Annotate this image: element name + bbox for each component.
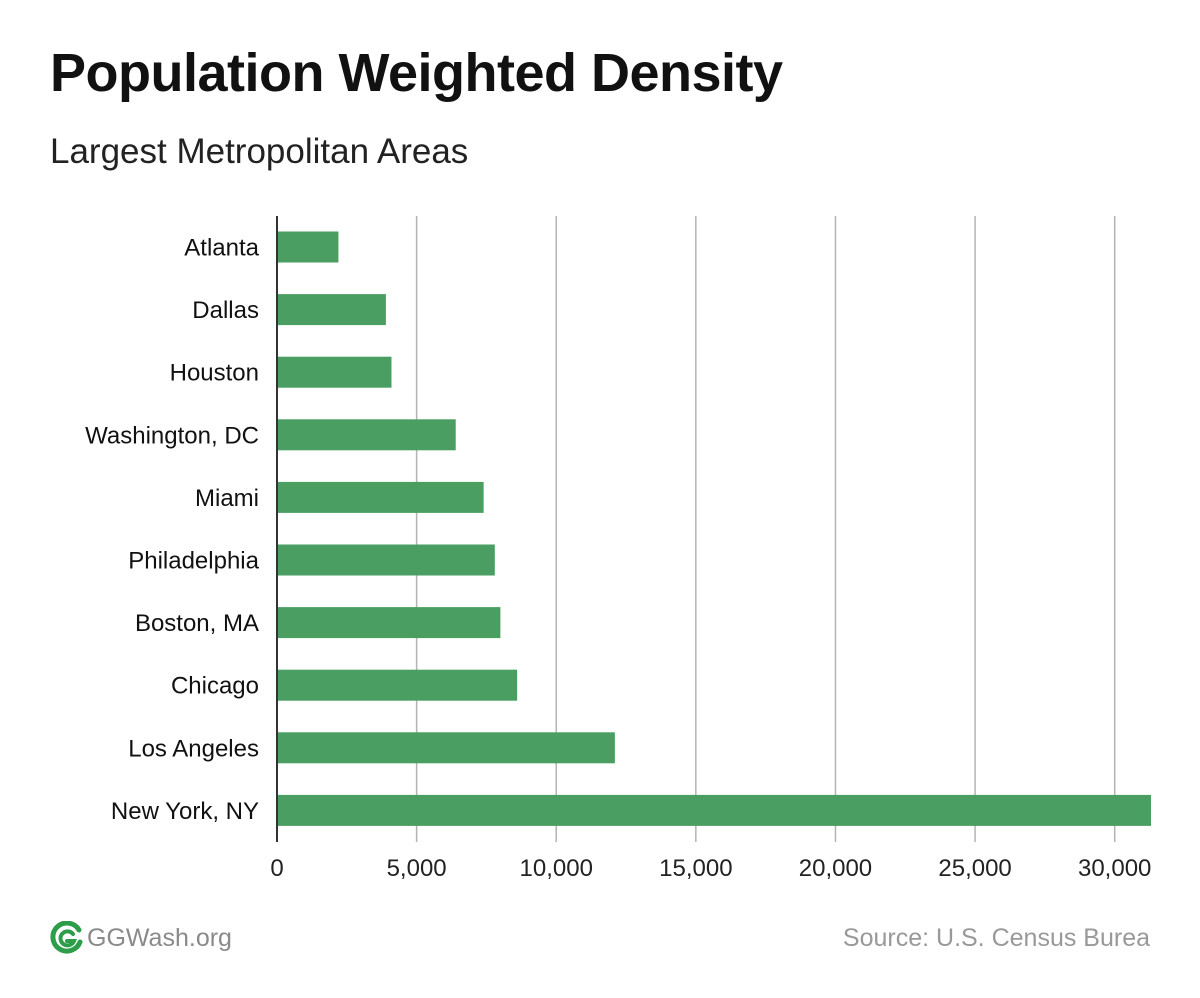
bar	[277, 607, 501, 639]
category-label: Atlanta	[184, 235, 259, 262]
x-tick-label: 5,000	[387, 855, 447, 882]
category-label: Los Angeles	[128, 735, 259, 762]
bar	[277, 419, 456, 451]
x-tick-label: 0	[270, 855, 283, 882]
bar-chart: 0 5,000 10,000 15,000 20,000 25,000 30,000 Atla…	[85, 216, 1151, 882]
bar	[277, 356, 392, 388]
brand[interactable]: GGWash.org	[50, 918, 232, 958]
ggwash-logo-icon	[50, 921, 83, 954]
category-label: Boston, MA	[135, 610, 259, 637]
category-label: Chicago	[171, 673, 259, 700]
chart-subtitle: Largest Metropolitan Areas	[50, 132, 469, 171]
category-label: Miami	[195, 485, 259, 512]
category-label: Houston	[170, 360, 259, 387]
bar	[277, 481, 484, 513]
bar	[277, 294, 386, 326]
bar	[277, 544, 495, 576]
bar	[277, 732, 615, 764]
x-tick-label: 15,000	[659, 855, 732, 882]
category-label: New York, NY	[111, 798, 259, 825]
chart-title: Population Weighted Density	[50, 43, 783, 103]
bar	[277, 669, 518, 701]
category-label: Washington, DC	[85, 422, 259, 449]
x-tick-label: 25,000	[938, 855, 1011, 882]
x-tick-label: 10,000	[520, 855, 593, 882]
bar	[277, 794, 1151, 826]
category-label: Dallas	[192, 297, 259, 324]
category-label: Philadelphia	[128, 548, 259, 575]
bar	[277, 231, 339, 263]
x-tick-label: 20,000	[799, 855, 872, 882]
source-note: Source: U.S. Census Burea	[842, 924, 1150, 952]
brand-name: GGWash.org	[87, 923, 232, 952]
x-tick-label: 30,000	[1078, 855, 1151, 882]
